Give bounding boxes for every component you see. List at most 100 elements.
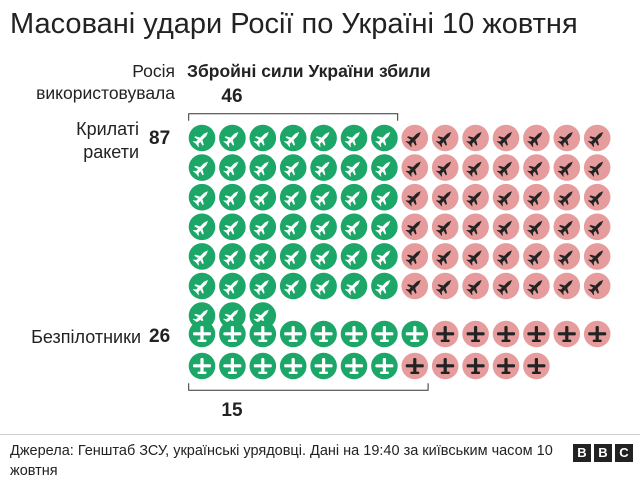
drone-icon [314,326,333,342]
missile-icon [223,279,239,296]
missile-icon [253,191,269,207]
missile-icon [284,220,300,236]
missile-icon [436,131,452,148]
missile-icon [527,191,543,207]
missile-icon [375,250,391,266]
missile-icon [588,161,604,177]
drone-icon [436,326,455,342]
drone-icon [223,358,242,374]
shot-down-label-missiles: 46 [221,86,243,107]
missile-icon [557,250,573,266]
missile-icon [527,279,543,296]
missile-icon [344,279,361,296]
drone-icon [497,326,515,342]
missile-icon [223,191,239,207]
missile-icon [375,191,391,207]
missile-icon [375,131,391,148]
missile-icon [192,279,209,296]
missile-icon [588,191,604,207]
missile-icon [405,220,421,236]
missile-icon [314,220,330,236]
missile-icon [527,250,543,266]
missile-icon [436,161,452,177]
bbc-logo-letter: B [573,444,591,462]
drone-icon [284,326,303,342]
missile-icon [314,161,330,177]
drone-icon [466,358,485,374]
missile-icon [344,220,361,236]
row-label-drones: Безпілотники [31,327,141,347]
missile-icon [496,220,513,236]
missile-icon [223,131,239,148]
missile-icon [314,191,330,207]
missile-icon [588,220,604,236]
missile-icon [223,250,239,266]
missile-icon [314,279,330,296]
missile-icon [557,161,573,177]
waffle-grid [188,113,611,391]
missile-icon [192,131,209,148]
drone-icon [253,358,272,374]
missile-icon [405,250,421,266]
missile-icon [557,191,573,207]
column-header-russia-used: Росія використовувала [36,61,175,103]
missile-icon [314,131,330,148]
missile-icon [405,161,421,177]
shot-down-label-drones: 15 [221,400,243,421]
missile-icon [588,279,604,296]
missile-icon [405,279,421,296]
missile-icon [466,131,482,148]
drone-icon [345,358,363,374]
missile-icon [405,131,421,148]
missile-icon [223,220,239,236]
missile-icon [588,131,604,148]
drone-icon [405,326,424,342]
missile-icon [527,131,543,148]
drone-icon [345,326,363,342]
drone-icon [557,326,576,342]
missile-icon [496,191,513,207]
chart-title: Масовані удари Росії по Україні 10 жовтн… [10,8,578,40]
missile-icon [192,191,209,207]
missile-icon [344,250,361,266]
missile-icon [496,279,513,296]
source-note: Джерела: Генштаб ЗСУ, українські урядовц… [10,443,553,479]
drone-icon [405,358,424,374]
missile-icon [344,191,361,207]
missile-icon [405,191,421,207]
drone-icon [193,358,211,374]
missile-icon [466,191,482,207]
missile-icon [284,161,300,177]
missile-icon [588,250,604,266]
row-label-missiles: Крилаті ракети [76,119,139,162]
missile-icon [557,131,573,148]
missile-icon [496,161,513,177]
missile-icon [466,161,482,177]
drone-icon [253,326,272,342]
row-total-drones: 26 [149,326,171,347]
missile-icon [253,131,269,148]
drone-icon [223,326,242,342]
missile-icon [466,250,482,266]
missile-icon [344,161,361,177]
missile-icon [527,220,543,236]
missile-icon [284,250,300,266]
missile-icon [284,191,300,207]
drone-icon [193,326,211,342]
drone-icon [527,326,546,342]
missile-icon [527,161,543,177]
missile-icon [557,220,573,236]
missile-icon [284,131,300,148]
drone-icon [436,358,455,374]
missile-icon [192,161,209,177]
missile-icon [375,220,391,236]
missile-icon [466,279,482,296]
footer-divider [0,434,640,435]
drone-icon [497,358,515,374]
missile-icon [253,250,269,266]
row-total-missiles: 87 [149,128,171,149]
missile-icon [192,220,209,236]
missile-icon [436,191,452,207]
drone-icon [284,358,303,374]
missile-icon [436,220,452,236]
